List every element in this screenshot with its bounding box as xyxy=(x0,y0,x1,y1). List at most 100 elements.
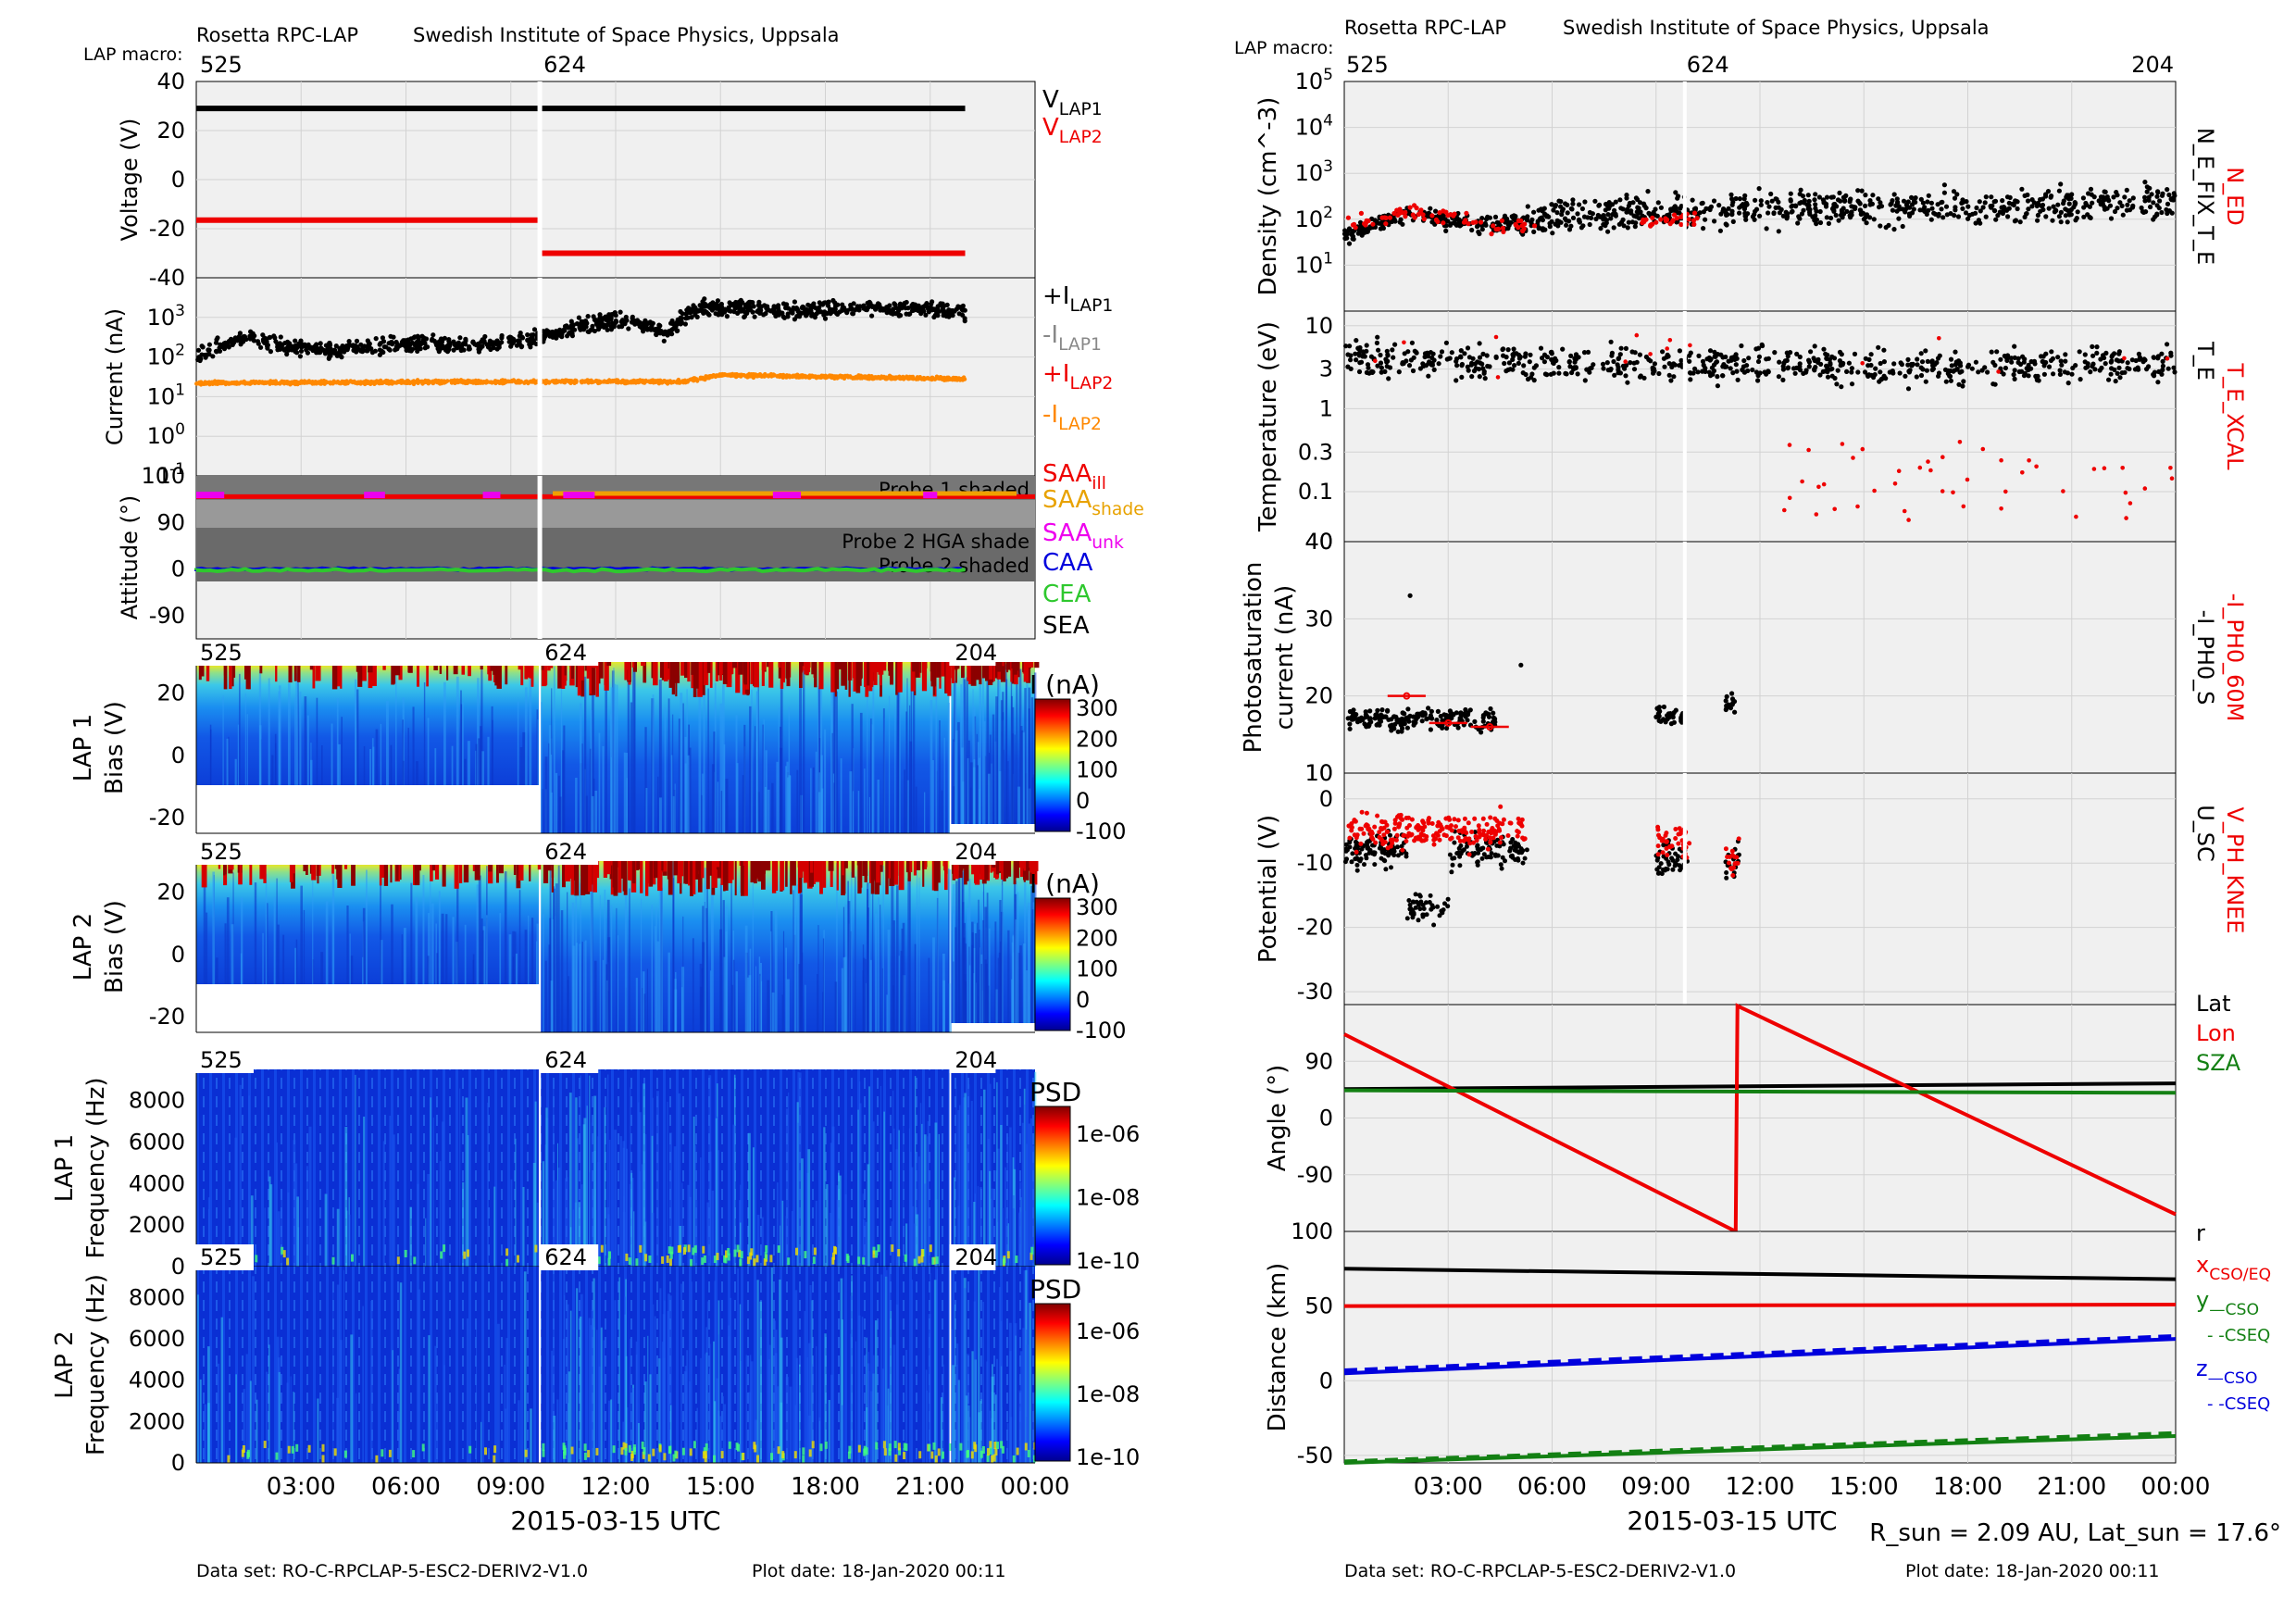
current-point-+I_LAP1 xyxy=(195,347,202,353)
lap1_bias-streak xyxy=(720,791,723,833)
lap2_bias-saturation xyxy=(743,861,748,896)
lap2_psd-lowfreq-blob xyxy=(263,1441,267,1449)
lap1_psd-lowfreq-blob xyxy=(404,1249,407,1257)
lap2_psd-streak xyxy=(806,1357,808,1463)
current-point-+I_LAP1 xyxy=(445,347,451,353)
lap2_bias-saturation xyxy=(588,861,593,892)
lap1_bias-saturation xyxy=(799,662,803,688)
lap2_bias-streak xyxy=(760,981,763,1032)
lap1_bias-streak xyxy=(840,758,842,833)
current-point-+I_LAP1 xyxy=(730,302,736,307)
lap2_psd-streak xyxy=(875,1320,878,1463)
lap1_bias-saturation xyxy=(718,662,723,681)
lap1_psd-streak xyxy=(630,1172,633,1267)
lap2_psd-streak xyxy=(649,1374,652,1463)
lap1_psd-streak xyxy=(776,1182,779,1267)
voltage-ytick: -20 xyxy=(149,216,185,242)
lap2_psd-streak xyxy=(614,1300,617,1463)
lap2_bias-saturation xyxy=(649,861,654,887)
lap2_psd-streak xyxy=(942,1364,944,1463)
lap1_bias-saturation xyxy=(382,666,386,670)
current-point-+I_LAP1 xyxy=(281,347,287,353)
lap2_psd-streak xyxy=(569,1310,572,1463)
lap1_psd-lowfreq-blob xyxy=(904,1254,907,1262)
lap2_psd-streak xyxy=(235,1374,237,1463)
lap1_psd-lowfreq-blob xyxy=(517,1255,519,1263)
lap2_bias-streak xyxy=(971,944,974,1023)
lap1_psd-lowfreq-blob xyxy=(666,1255,669,1263)
left-dataset: Data set: RO-C-RPCLAP-5-ESC2-DERIV2-V1.0 xyxy=(196,1561,589,1581)
lap2_bias-saturation xyxy=(529,865,531,881)
lap1_psd-streak xyxy=(633,1211,635,1267)
current-point-+I_LAP2 xyxy=(649,379,654,384)
lap2_psd-lowfreq-blob xyxy=(242,1445,245,1454)
lap2_psd-lowfreq-blob xyxy=(728,1441,731,1449)
current-point-+I_LAP1 xyxy=(644,320,650,326)
lap1_bias-streak xyxy=(1010,675,1013,824)
lap1_bias-streak xyxy=(1028,708,1030,824)
lap2_bias-streak xyxy=(782,931,785,1032)
lap2_psd-streak xyxy=(418,1289,421,1463)
current-point-+I_LAP1 xyxy=(892,302,898,307)
current-point-+I_LAP1 xyxy=(825,303,831,308)
lap2_bias-saturation xyxy=(496,865,499,883)
lap2_psd-streak xyxy=(276,1336,280,1463)
lap2_bias-streak xyxy=(907,878,910,1032)
lap1_psd-lowfreq-blob xyxy=(677,1244,680,1253)
lap1_bias-streak xyxy=(717,781,719,833)
lap1_psd-colorbar-label: PSD xyxy=(1029,1077,1081,1107)
lap1_psd-lowfreq-blob xyxy=(505,1258,509,1267)
lap2_bias-colorbar-tick: 200 xyxy=(1076,925,1118,951)
lap1_bias-saturation xyxy=(577,662,581,696)
current-point-+I_LAP1 xyxy=(780,314,786,319)
current-point-+I_LAP2 xyxy=(743,374,748,379)
lap2_psd-streak xyxy=(1025,1330,1028,1463)
lap2_psd-streak xyxy=(861,1317,864,1463)
current-point-+I_LAP1 xyxy=(801,305,806,310)
current-point-+I_LAP1 xyxy=(367,341,372,346)
current-point-+I_LAP2 xyxy=(786,373,792,378)
current-point-+I_LAP1 xyxy=(877,302,882,307)
lap1_psd-lowfreq-blob xyxy=(351,1254,354,1262)
lap1_bias-streak xyxy=(386,701,389,785)
lap1_bias-streak xyxy=(767,789,770,833)
current-point-+I_LAP2 xyxy=(404,381,408,385)
density-point-N_E_FIX_T_E xyxy=(1565,210,1570,216)
current-point-+I_LAP2 xyxy=(494,380,499,384)
lap2_bias-saturation xyxy=(239,865,242,885)
lap2_psd-ytick: 2000 xyxy=(129,1408,185,1434)
lap2_bias-streak xyxy=(1002,885,1004,1023)
current-point-+I_LAP1 xyxy=(499,332,505,339)
lap2_bias-streak xyxy=(1026,970,1029,1023)
lap2_bias-saturation xyxy=(1020,861,1027,869)
current-point-+I_LAP2 xyxy=(440,379,444,383)
lap2_psd-macro-label: 204 xyxy=(955,1244,997,1270)
lap1_psd-streak xyxy=(700,1157,702,1267)
lap2_psd-lowfreq-blob xyxy=(974,1444,978,1453)
lap2_psd-lowfreq-blob xyxy=(247,1449,250,1457)
lap2_bias-streak xyxy=(656,941,660,1032)
current-point-+I_LAP1 xyxy=(388,340,394,345)
lap1_psd-streak xyxy=(389,1115,392,1267)
current-point-+I_LAP1 xyxy=(379,348,384,354)
lap2_bias-saturation xyxy=(668,861,673,895)
lap2_bias-saturation xyxy=(842,861,844,876)
lap2_psd-streak xyxy=(654,1316,656,1463)
lap1_bias-saturation xyxy=(232,666,236,678)
lap2_psd-streak xyxy=(986,1361,988,1463)
current-point-+I_LAP1 xyxy=(354,349,359,355)
lap2_bias-streak xyxy=(560,910,564,1032)
current-point-+I_LAP2 xyxy=(945,377,951,381)
current-point-+I_LAP2 xyxy=(377,380,381,384)
lap1_psd-streak xyxy=(604,1106,606,1267)
current-point-+I_LAP1 xyxy=(960,305,966,311)
current-point-+I_LAP1 xyxy=(409,346,416,352)
lap1_bias-streak xyxy=(630,702,633,833)
current-point-+I_LAP1 xyxy=(689,315,694,320)
lap2_bias-streak xyxy=(512,956,515,984)
lap1_psd-streak xyxy=(996,1081,998,1267)
lap1_bias-streak xyxy=(815,751,817,833)
density-point-N_E_FIX_T_E xyxy=(1398,217,1404,222)
current-point-+I_LAP2 xyxy=(574,378,579,383)
lap2_bias-saturation xyxy=(879,861,884,866)
